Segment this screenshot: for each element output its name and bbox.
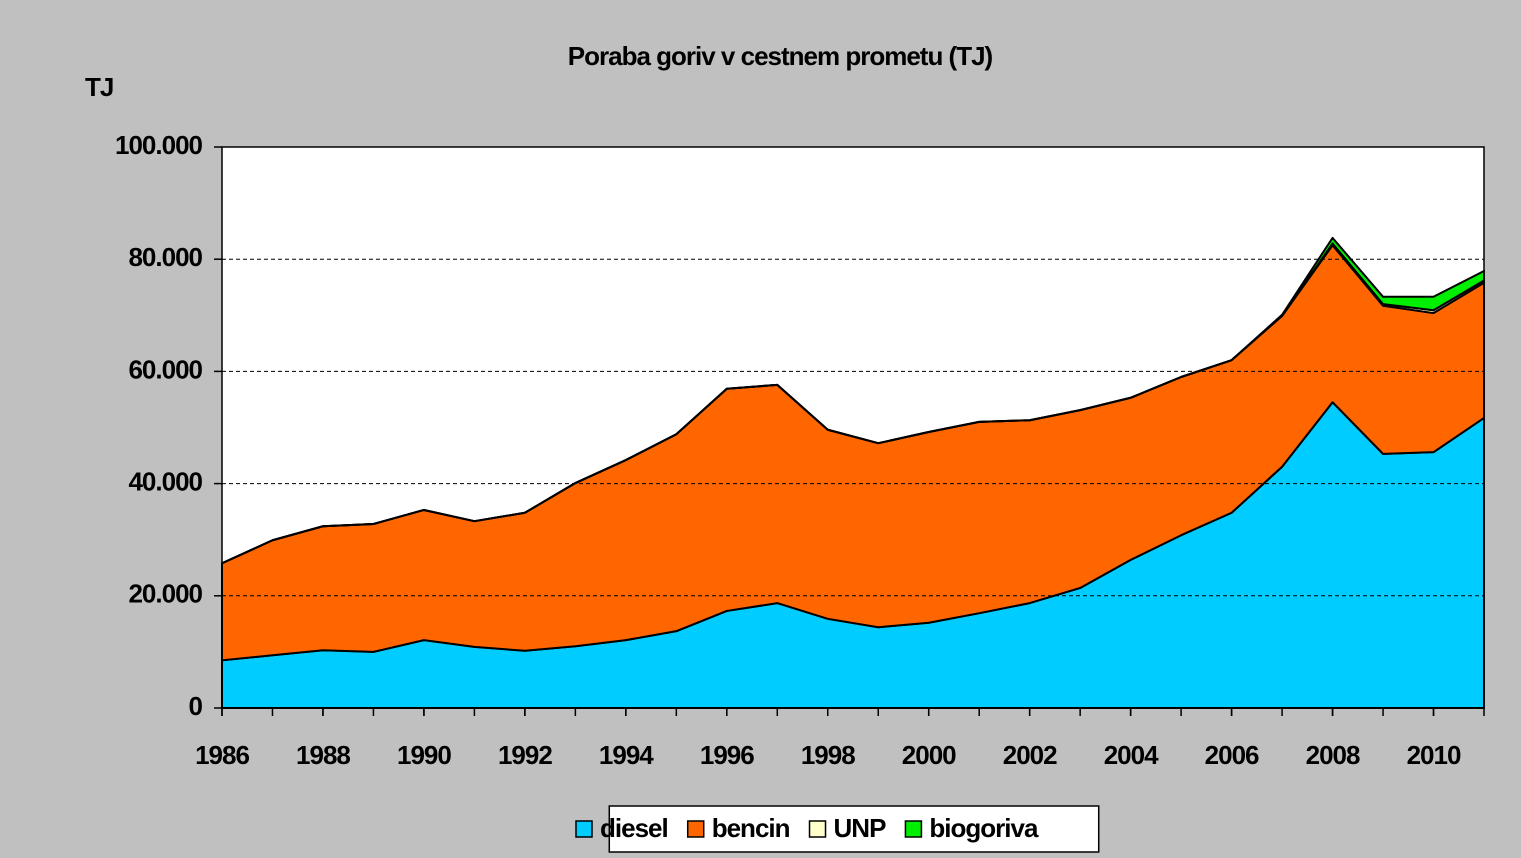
legend-swatch — [904, 820, 923, 838]
x-tick-label: 2004 — [1104, 740, 1159, 770]
y-tick-label: 80.000 — [128, 242, 202, 272]
x-tick-label: 1990 — [397, 740, 451, 770]
legend-label: bencin — [712, 813, 790, 843]
x-tick-label: 2006 — [1205, 740, 1259, 770]
x-tick-label: 1986 — [195, 740, 249, 770]
x-tick-label: 2010 — [1407, 740, 1461, 770]
x-tick-label: 1998 — [801, 740, 855, 770]
legend-swatch — [575, 820, 593, 838]
legend-label: diesel — [600, 813, 668, 843]
chart-title: Poraba goriv v cestnem prometu (TJ) — [568, 41, 993, 71]
legend-swatch — [686, 820, 705, 838]
y-tick-label: 40.000 — [128, 466, 202, 496]
y-tick-label: 60.000 — [128, 354, 202, 384]
legend-swatch — [808, 820, 827, 838]
y-tick-label: 20.000 — [128, 579, 202, 609]
y-axis-label: TJ — [85, 72, 113, 102]
x-tick-label: 1994 — [599, 740, 654, 770]
y-tick-label: 100.000 — [115, 130, 203, 160]
x-tick-label: 2008 — [1306, 740, 1360, 770]
x-tick-label: 2002 — [1003, 740, 1057, 770]
x-tick-label: 2000 — [902, 740, 956, 770]
legend-label: biogoriva — [929, 813, 1039, 843]
plot-border — [221, 146, 1485, 709]
x-tick-label: 1996 — [700, 740, 754, 770]
x-tick-label: 1988 — [296, 740, 350, 770]
y-tick-label: 0 — [189, 691, 203, 721]
x-tick-label: 1992 — [498, 740, 552, 770]
legend-label: UNP — [834, 813, 887, 843]
